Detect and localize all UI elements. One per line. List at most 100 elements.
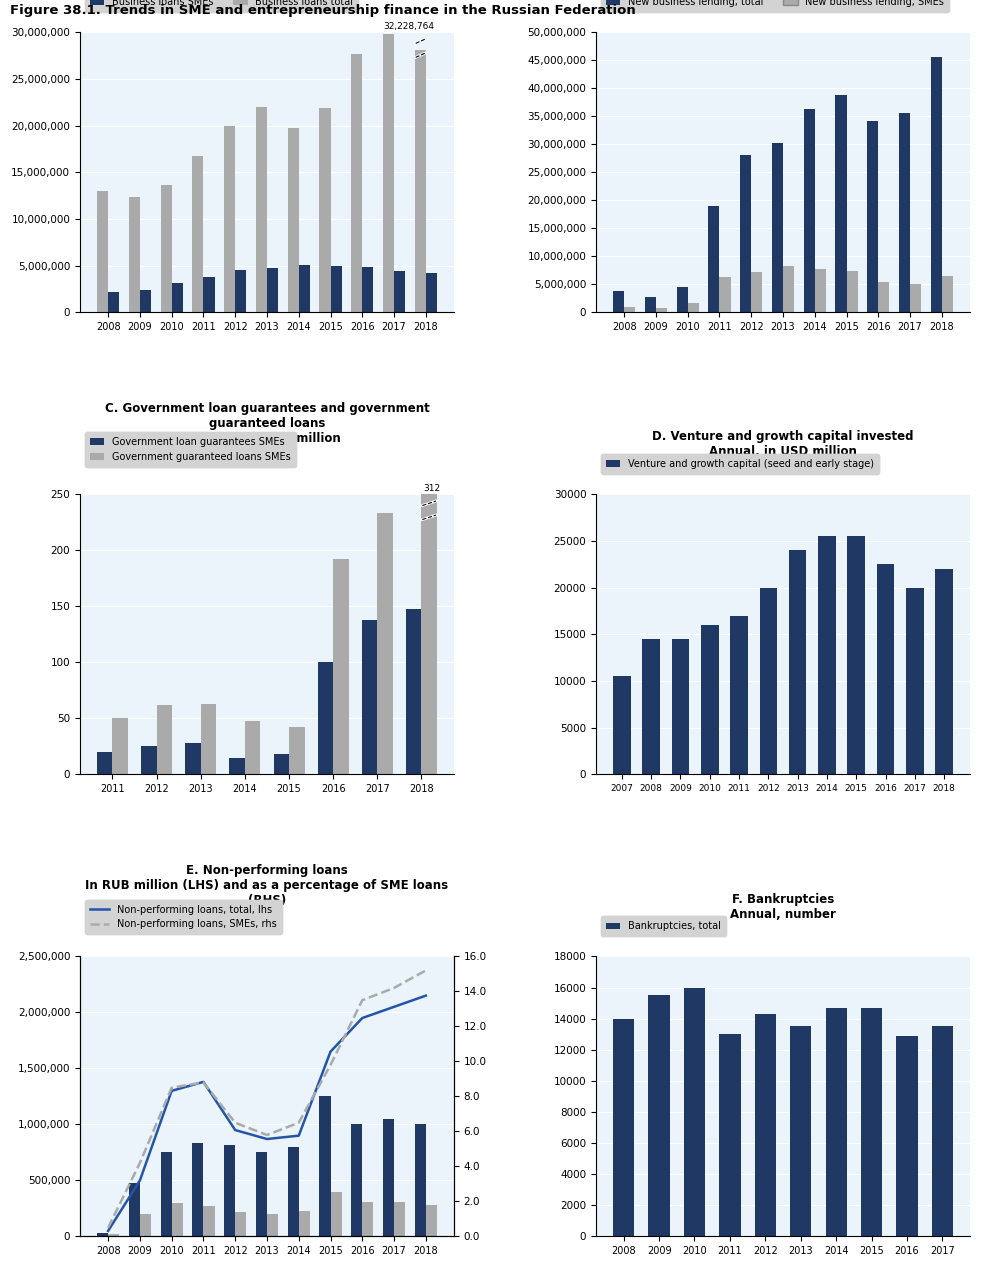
Bar: [97, 1233, 108, 1236]
Bar: [415, 1124, 426, 1236]
Bar: [108, 1234, 119, 1236]
Bar: [935, 569, 953, 774]
Bar: [192, 1144, 203, 1236]
Legend: Business loans SMEs, Business loans total: Business loans SMEs, Business loans tota…: [85, 0, 358, 12]
Bar: [656, 308, 667, 312]
Bar: [288, 1146, 299, 1236]
Legend: Bankruptcies, total: Bankruptcies, total: [601, 917, 726, 936]
Bar: [203, 1207, 215, 1236]
Bar: [421, 495, 437, 774]
Bar: [896, 1036, 918, 1236]
Bar: [760, 587, 777, 774]
Bar: [645, 296, 656, 312]
Bar: [931, 58, 942, 312]
Bar: [161, 1153, 172, 1236]
Bar: [719, 1034, 741, 1236]
Title: E. Non-performing loans
In RUB million (LHS) and as a percentage of SME loans
(R: E. Non-performing loans In RUB million (…: [85, 864, 449, 907]
Bar: [331, 265, 342, 312]
Bar: [783, 267, 794, 312]
Bar: [129, 1182, 140, 1236]
Bar: [129, 197, 140, 312]
Bar: [642, 639, 660, 774]
Bar: [613, 291, 624, 312]
Bar: [318, 662, 333, 774]
Text: Figure 38.1. Trends in SME and entrepreneurship finance in the Russian Federatio: Figure 38.1. Trends in SME and entrepren…: [10, 4, 636, 17]
Bar: [267, 1215, 278, 1236]
Bar: [235, 1212, 246, 1236]
Bar: [394, 272, 405, 312]
Bar: [932, 1027, 953, 1236]
Bar: [157, 705, 172, 774]
Bar: [141, 746, 157, 774]
Bar: [289, 728, 305, 774]
Bar: [256, 1153, 267, 1236]
Bar: [648, 996, 670, 1236]
Legend: Government loan guarantees SMEs, Government guaranteed loans SMEs: Government loan guarantees SMEs, Governm…: [85, 431, 296, 466]
Bar: [688, 303, 699, 312]
Bar: [351, 54, 362, 312]
Bar: [229, 757, 245, 774]
Bar: [172, 1203, 183, 1236]
Bar: [351, 1124, 362, 1236]
Bar: [362, 1202, 373, 1236]
Bar: [684, 988, 705, 1236]
Bar: [383, 1119, 394, 1236]
Bar: [804, 109, 815, 312]
Bar: [878, 282, 889, 312]
Bar: [274, 755, 289, 774]
Bar: [161, 185, 172, 312]
Bar: [790, 1027, 811, 1236]
Bar: [256, 107, 267, 312]
Title: F. Bankruptcies
Annual, number: F. Bankruptcies Annual, number: [730, 893, 836, 921]
Bar: [224, 126, 235, 312]
Bar: [185, 743, 201, 774]
Title: C. Government loan guarantees and government
guaranteed loans
Annual, in RUB mil: C. Government loan guarantees and govern…: [105, 402, 429, 444]
Bar: [140, 1215, 151, 1236]
Bar: [910, 283, 921, 312]
Bar: [730, 616, 748, 774]
Bar: [877, 564, 894, 774]
Bar: [426, 1206, 437, 1236]
Bar: [97, 191, 108, 312]
Bar: [406, 608, 421, 774]
Bar: [847, 536, 865, 774]
Bar: [140, 290, 151, 312]
Bar: [333, 559, 349, 774]
Bar: [861, 1007, 882, 1236]
Bar: [319, 108, 331, 312]
Bar: [835, 95, 847, 312]
Bar: [383, 33, 394, 312]
Bar: [755, 1014, 776, 1236]
Bar: [613, 676, 631, 774]
Legend: New business lending, total, New business lending, SMEs: New business lending, total, New busines…: [601, 0, 949, 12]
Bar: [108, 291, 119, 312]
Bar: [319, 1096, 331, 1236]
Bar: [751, 272, 762, 312]
Bar: [203, 277, 215, 312]
Bar: [899, 113, 910, 312]
Bar: [906, 587, 924, 774]
Bar: [299, 264, 310, 312]
Bar: [172, 283, 183, 312]
Bar: [708, 206, 719, 312]
Bar: [818, 536, 836, 774]
Bar: [331, 1191, 342, 1236]
Bar: [826, 1007, 847, 1236]
Text: 312: 312: [423, 484, 440, 493]
Bar: [624, 307, 635, 312]
Text: 32,228,764: 32,228,764: [384, 22, 435, 31]
Bar: [426, 273, 437, 312]
Bar: [362, 267, 373, 312]
Bar: [815, 269, 826, 312]
Bar: [942, 276, 953, 312]
Bar: [112, 719, 128, 774]
Bar: [235, 270, 246, 312]
Bar: [201, 703, 216, 774]
Bar: [299, 1211, 310, 1236]
Bar: [847, 272, 858, 312]
Bar: [613, 1019, 634, 1236]
Bar: [701, 625, 719, 774]
Bar: [867, 121, 878, 312]
Bar: [224, 1145, 235, 1236]
Bar: [362, 620, 377, 774]
